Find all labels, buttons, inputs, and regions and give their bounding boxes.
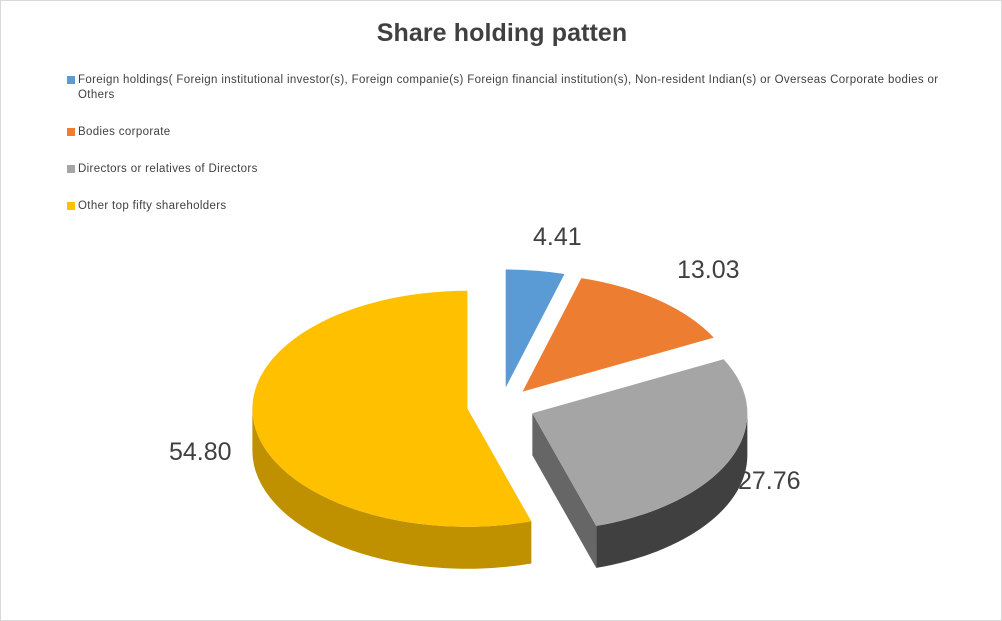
data-label-slice-2: 27.76 <box>738 467 801 495</box>
data-label-slice-0: 4.41 <box>533 223 582 251</box>
legend-item[interactable]: Bodies corporate <box>67 125 947 140</box>
legend-item-label: Other top fifty shareholders <box>78 200 227 212</box>
legend-swatch-icon <box>67 128 75 136</box>
legend-item-label: Directors or relatives of Directors <box>78 163 258 175</box>
chart-legend: Foreign holdings( Foreign institutional … <box>67 73 947 236</box>
slice-0-top <box>505 269 565 388</box>
slice-3-rim <box>252 408 532 569</box>
slice-3-top <box>252 290 532 527</box>
slice-2-top <box>532 359 748 526</box>
data-label-slice-3: 54.80 <box>169 438 232 466</box>
legend-item-label: Foreign holdings( Foreign institutional … <box>78 74 939 101</box>
slice-2-wall-end <box>532 413 597 568</box>
legend-item[interactable]: Foreign holdings( Foreign institutional … <box>67 73 947 103</box>
slice-2-rim <box>596 413 748 568</box>
legend-swatch-icon <box>67 165 75 173</box>
legend-swatch-icon <box>67 76 75 84</box>
legend-item[interactable]: Directors or relatives of Directors <box>67 162 947 177</box>
legend-item-label: Bodies corporate <box>78 126 171 138</box>
slice-1-top <box>522 278 714 392</box>
data-label-slice-1: 13.03 <box>677 256 740 284</box>
legend-swatch-icon <box>67 202 75 210</box>
legend-item[interactable]: Other top fifty shareholders <box>67 199 947 214</box>
chart-title: Share holding patten <box>376 19 628 47</box>
